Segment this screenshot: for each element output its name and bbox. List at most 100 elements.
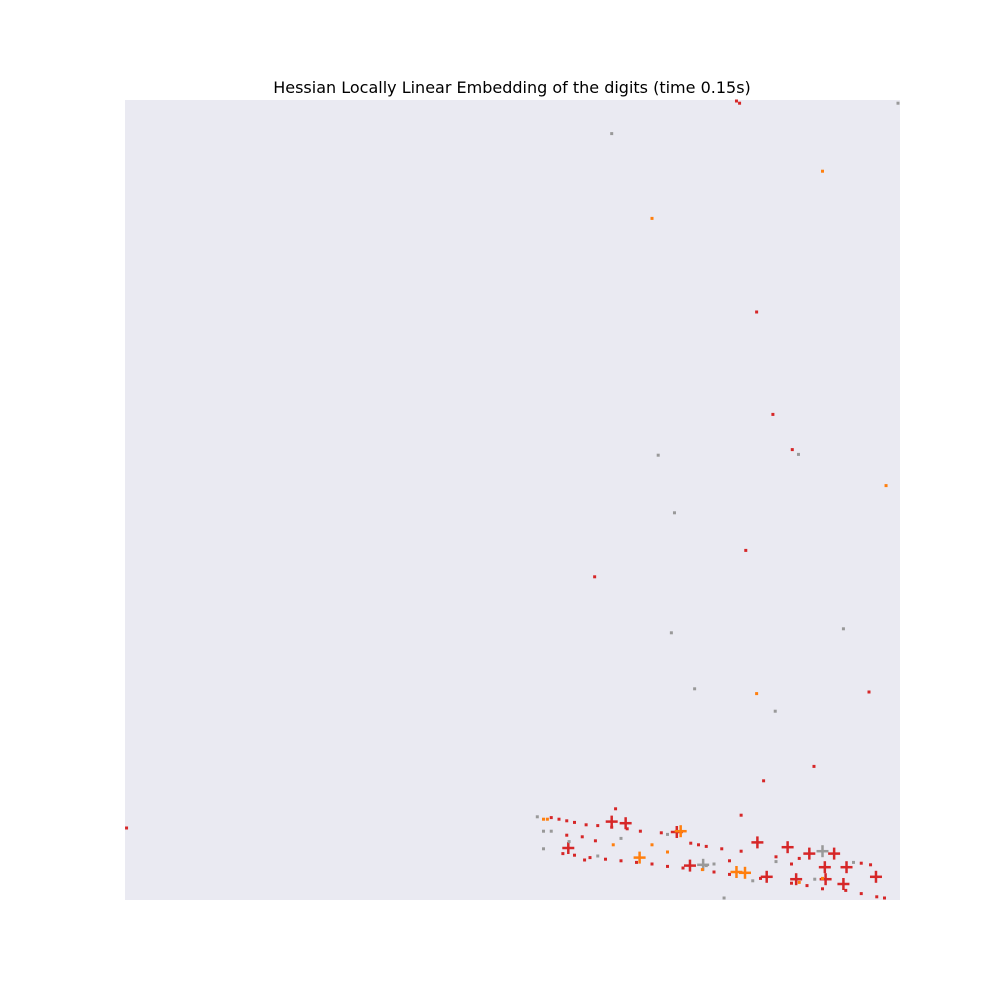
scatter-point-107 (619, 836, 623, 840)
scatter-point-26 (773, 709, 777, 713)
scatter-point-109 (704, 864, 708, 868)
scatter-point-73 (619, 859, 623, 863)
scatter-plus-point-37 (818, 861, 831, 874)
scatter-point-19 (610, 132, 614, 136)
scatter-point-64 (739, 849, 743, 853)
scatter-point-108 (666, 832, 669, 836)
scatter-point-85 (859, 892, 863, 896)
scatter-point-18 (896, 101, 900, 105)
scatter-point-106 (596, 854, 600, 858)
scatter-point-51 (557, 817, 561, 821)
scatter-plus-point-44 (674, 825, 687, 838)
scatter-plus-point-39 (760, 870, 773, 883)
scatter-point-72 (604, 857, 607, 861)
scatter-point-90 (565, 833, 569, 837)
scatter-point-13 (583, 858, 587, 862)
scatter-point-17 (755, 692, 759, 696)
scatter-point-80 (759, 876, 762, 880)
scatter-point-53 (573, 820, 576, 824)
scatter-plus-point-30 (562, 842, 575, 854)
scatter-point-94 (545, 817, 549, 821)
scatter-point-98 (700, 868, 704, 872)
scatter-point-70 (573, 853, 576, 857)
scatter-point-114 (852, 860, 855, 864)
scatter-point-2 (755, 310, 759, 314)
scatter-point-112 (774, 860, 778, 864)
scatter-point-86 (875, 895, 879, 899)
scatter-point-22 (672, 511, 676, 515)
scatter-point-25 (693, 687, 697, 691)
scatter-marks (125, 99, 900, 900)
scatter-plus-point-32 (683, 859, 696, 872)
scatter-point-77 (681, 866, 685, 870)
scatter-point-14 (821, 169, 824, 173)
scatter-point-95 (611, 843, 615, 847)
scatter-point-97 (666, 850, 669, 854)
scatter-plus-point-34 (781, 841, 794, 854)
chart-title: Hessian Locally Linear Embedding of the … (273, 78, 751, 97)
scatter-point-104 (542, 847, 545, 851)
scatter-point-110 (712, 862, 716, 866)
scatter-point-105 (567, 840, 571, 844)
scatter-point-88 (580, 835, 584, 839)
scatter-point-93 (542, 817, 545, 821)
scatter-point-63 (720, 847, 724, 851)
scatter-plus-point-28 (605, 815, 618, 828)
scatter-plus-point-36 (828, 847, 841, 860)
scatter-point-89 (593, 839, 597, 843)
scatter-point-16 (884, 484, 888, 488)
scatter-point-67 (859, 861, 863, 865)
scatter-plus-point-40 (790, 873, 803, 886)
scatter-point-50 (549, 816, 553, 820)
scatter-plus-point-47 (739, 866, 751, 879)
scatter-point-78 (712, 870, 716, 874)
scatter-plus-point-43 (869, 870, 882, 883)
scatter-point-5 (744, 548, 748, 552)
scatter-point-8 (812, 764, 816, 768)
scatter-point-62 (704, 844, 708, 848)
scatter-point-52 (565, 819, 569, 823)
scatter-point-12 (614, 807, 618, 811)
scatter-point-27 (722, 896, 726, 900)
scatter-point-10 (125, 826, 129, 830)
scatter-point-21 (656, 453, 660, 457)
scatter-point-68 (869, 863, 873, 867)
scatter-point-82 (805, 884, 809, 888)
scatter-point-15 (650, 216, 654, 220)
scatter-point-61 (697, 843, 700, 847)
scatter-point-103 (549, 829, 553, 833)
scatter-point-1 (738, 101, 742, 105)
scatter-point-57 (625, 827, 629, 831)
scatter-point-111 (751, 879, 755, 883)
scatter-point-66 (797, 856, 801, 860)
scatter-point-74 (635, 860, 638, 864)
scatter-point-60 (689, 841, 693, 845)
scatter-point-59 (659, 831, 663, 835)
scatter-point-55 (596, 824, 600, 828)
scatter-point-0 (734, 99, 738, 103)
scatter-point-87 (883, 896, 886, 900)
scatter-point-4 (790, 448, 794, 452)
scatter-point-76 (666, 864, 669, 868)
plot-area (125, 100, 900, 900)
scatter-point-99 (797, 880, 801, 884)
scatter-point-79 (728, 872, 731, 876)
scatter-point-84 (844, 888, 848, 892)
scatter-point-24 (841, 627, 845, 631)
scatter-point-91 (728, 859, 731, 863)
scatter-point-113 (813, 877, 817, 881)
scatter-point-65 (774, 855, 778, 859)
scatter-point-11 (739, 813, 743, 817)
scatter-point-6 (593, 575, 597, 579)
scatter-point-69 (561, 852, 565, 856)
scatter-point-3 (771, 412, 775, 416)
scatter-point-102 (542, 829, 545, 833)
scatter-point-92 (790, 862, 793, 866)
scatter-plus-point-49 (816, 845, 829, 858)
scatter-point-83 (821, 887, 824, 891)
scatter-point-71 (588, 856, 592, 860)
scatter-point-101 (535, 815, 539, 819)
scatter-point-9 (762, 779, 766, 783)
scatter-plus-point-29 (619, 817, 632, 830)
